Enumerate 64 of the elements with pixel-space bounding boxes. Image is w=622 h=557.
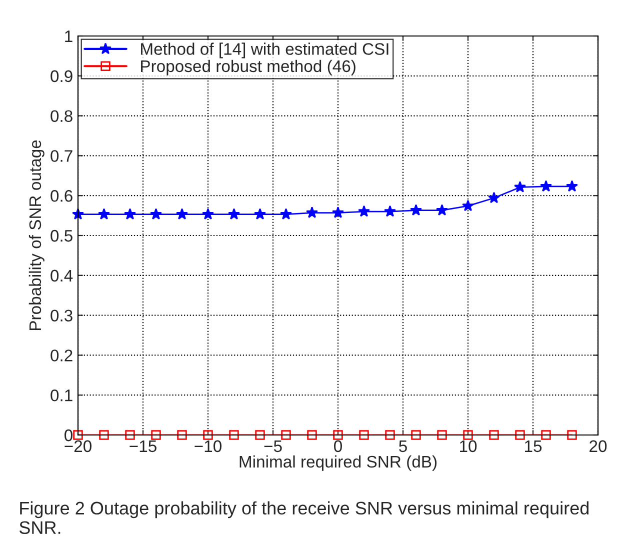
point [541,430,551,440]
point [229,430,239,440]
point [151,430,161,440]
x-axis-title: Minimal required SNR (dB) [240,455,437,471]
point [385,430,395,440]
legend-label: Method of [14] with estimated CSI [141,42,388,58]
y-tick-label: 0.9 [50,70,72,82]
point [281,430,291,440]
point [203,430,213,440]
x-tick-label: −20 [64,440,92,452]
point [436,204,448,216]
y-axis-title: Probability of SNR outage [28,140,44,330]
point [488,192,500,204]
y-tick-label: 0.8 [50,110,72,122]
point [150,208,162,220]
point [98,208,110,220]
x-tick-label: 15 [525,440,542,452]
y-tick-label: 0.7 [50,150,72,162]
point [514,180,526,192]
x-tick-label: 10 [460,440,477,452]
point [540,180,552,192]
point [125,430,135,440]
y-tick-label: 0.6 [50,190,72,202]
point [99,430,109,440]
point [384,205,396,217]
point [202,208,214,220]
point [566,180,578,192]
point [410,204,422,216]
y-tick-label: 0.5 [50,230,72,242]
point [515,430,525,440]
point [176,208,188,220]
legend-label: Proposed robust method (46) [141,60,356,76]
point [462,200,474,212]
point [332,206,344,218]
y-tick-label: 0.4 [50,270,73,282]
y-tick-label: 0.2 [50,350,72,362]
x-tick-label: 5 [399,440,407,452]
point [280,208,292,220]
point [463,430,473,440]
point [307,430,317,440]
point [358,205,370,217]
caption: Figure 2 Outage probability of the receive SNR versus minimal required SNR. [19,501,589,534]
x-tick-label: −15 [130,440,156,452]
point [567,430,577,440]
point [228,208,240,220]
point [489,430,499,440]
point [124,208,136,220]
point [437,430,447,440]
point [73,430,83,440]
y-tick-label: 0.1 [50,390,72,402]
y-tick-label: 1 [65,30,72,42]
point [254,208,266,220]
point [177,430,187,440]
x-tick-label: −10 [194,440,222,452]
y-tick-label: 0.3 [50,310,72,322]
y-tick-label: 0 [64,429,72,442]
point [306,206,318,218]
point [359,430,369,440]
x-tick-label: −5 [264,440,282,452]
point [333,430,343,440]
x-tick-label: 0 [334,440,342,452]
point [411,430,421,440]
x-tick-label: 20 [590,440,607,452]
point [255,430,265,440]
